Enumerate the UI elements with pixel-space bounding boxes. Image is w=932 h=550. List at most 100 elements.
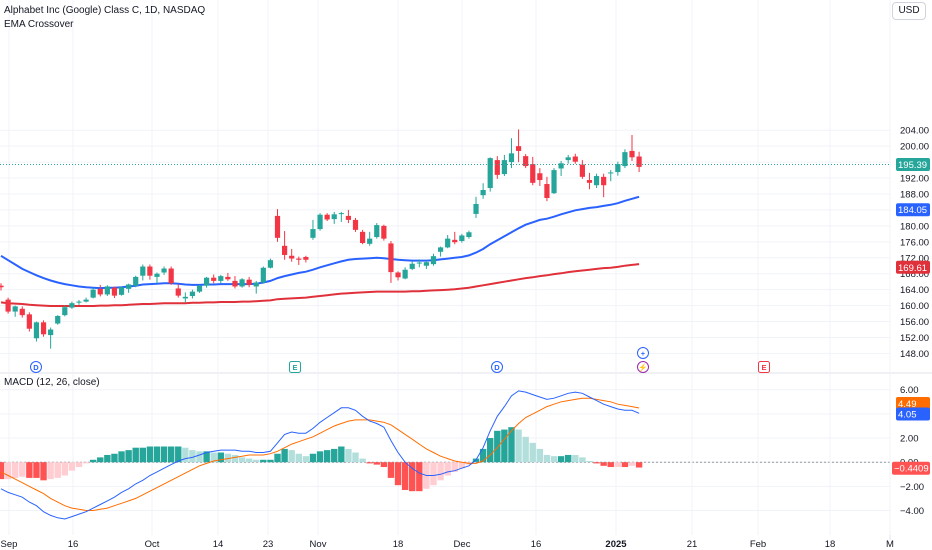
event-marker[interactable]: + [637, 347, 649, 359]
macd-histogram-bar [508, 427, 515, 463]
candle-body [26, 314, 32, 329]
candle-body [310, 229, 316, 238]
price-tick-label: 148.00 [900, 349, 929, 360]
macd-histogram-bar [529, 442, 536, 463]
candle [147, 264, 153, 280]
candle-body [523, 156, 529, 167]
candle [395, 271, 401, 281]
price-tick-label: 156.00 [900, 317, 929, 328]
candle-body [40, 322, 47, 335]
candle [565, 154, 571, 164]
candle-body [466, 232, 472, 238]
event-marker[interactable]: D [491, 361, 503, 373]
time-tick-label: 18 [393, 539, 404, 550]
macd-histogram-bar [345, 448, 352, 463]
candle-body [636, 156, 642, 167]
candle-body [168, 268, 174, 284]
candle-body [83, 299, 89, 302]
macd-legend[interactable]: MACD (12, 26, close) [4, 377, 100, 388]
earnings-marker-frame [289, 361, 301, 373]
candle-body [629, 150, 635, 158]
indicator-label[interactable]: EMA Crossover [4, 19, 74, 30]
candle [111, 286, 118, 299]
macd-histogram-bar [217, 452, 224, 463]
macd-histogram-bar [359, 458, 366, 463]
macd-histogram-bar [19, 462, 26, 477]
candle [310, 219, 316, 240]
macd-histogram-bar [182, 447, 189, 463]
time-tick-label: Dec [454, 539, 471, 550]
price-tick-label: 188.00 [900, 189, 929, 200]
candle-body [97, 288, 103, 295]
time-tick-label: Nov [310, 539, 327, 550]
candle [168, 266, 174, 285]
macd-histogram-bar [118, 451, 125, 463]
candle-body [282, 245, 288, 255]
candle-body [359, 231, 366, 244]
candle-body [19, 308, 25, 316]
signal-line [0, 397, 640, 511]
badge-bg [896, 158, 930, 172]
candle [289, 248, 295, 262]
marker-frame [637, 347, 649, 359]
candle [218, 274, 224, 284]
candle-body [0, 285, 4, 288]
candle-body [572, 156, 578, 162]
candle-body [232, 280, 238, 287]
price-tick-label: 160.00 [900, 301, 929, 312]
candle [537, 168, 543, 187]
candle [409, 261, 415, 271]
candle-body [218, 276, 224, 281]
macd-histogram-bar [47, 462, 54, 480]
candle [345, 209, 352, 224]
candle-body [204, 277, 210, 286]
currency-button[interactable]: USD [892, 2, 926, 20]
event-marker[interactable]: ⚡ [637, 361, 649, 373]
candle-body [147, 266, 153, 276]
candle [62, 305, 68, 317]
time-tick-label: 23 [263, 539, 274, 550]
event-marker[interactable]: D [30, 361, 42, 373]
candle [182, 292, 188, 303]
candle [480, 183, 486, 199]
last-price-badge: 195.39 [896, 158, 930, 172]
event-marker[interactable]: E [758, 361, 770, 373]
candle-body [12, 306, 18, 312]
macd-histogram-bar [451, 462, 458, 472]
candle-body [494, 160, 500, 175]
candle [530, 156, 536, 186]
candle [374, 223, 380, 239]
macd-histogram-bar [132, 447, 139, 463]
macd-histogram-bar [352, 452, 359, 463]
macd-histogram-bar [210, 452, 217, 463]
candle [296, 256, 302, 265]
marker-frame [491, 361, 503, 373]
macd-histogram-bar [444, 462, 451, 476]
macd-histogram-bar [579, 457, 586, 463]
candle-body [317, 214, 323, 230]
price-tick-label: 152.00 [900, 333, 929, 344]
candle-body [459, 235, 465, 242]
candle-body [133, 276, 139, 286]
macd-histogram-bar [274, 453, 281, 463]
macd-histogram-bar [543, 454, 551, 463]
candle [593, 173, 600, 189]
candle [388, 241, 394, 283]
candle-body [558, 163, 564, 169]
badge-bg [892, 461, 930, 475]
macd-tick-label: −2.00 [900, 482, 924, 493]
candle-body [111, 287, 118, 296]
badge-bg [896, 397, 930, 410]
event-marker[interactable]: E [289, 361, 301, 373]
macd-histogram-bar [175, 446, 182, 463]
candle [246, 276, 252, 288]
time-tick-label: Oct [145, 539, 160, 550]
macd-histogram-bar [61, 462, 69, 476]
candle-body [515, 146, 522, 151]
candle [12, 305, 18, 317]
candle-body [296, 258, 302, 260]
time-tick-label: 14 [213, 539, 224, 550]
candle [133, 275, 139, 288]
candle [437, 246, 444, 257]
